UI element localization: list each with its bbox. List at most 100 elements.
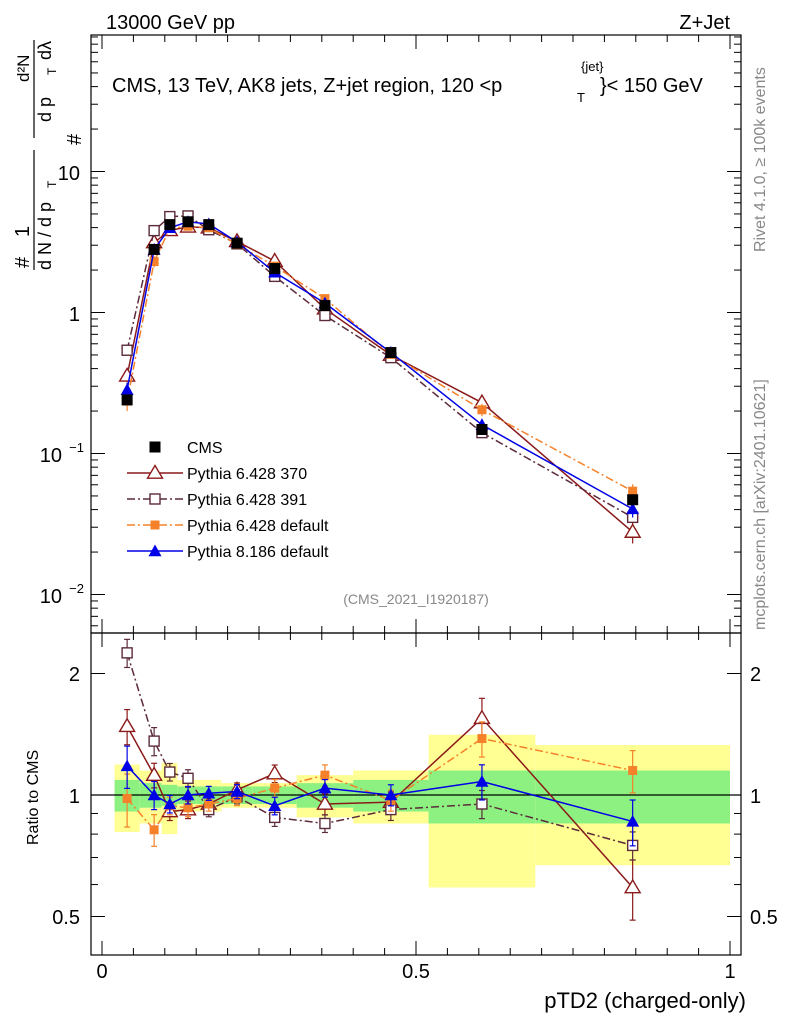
plot-title-tail: }< 150 GeV [600, 75, 704, 97]
svg-text:d²N: d²N [14, 55, 33, 82]
ratio-point-3-3 [181, 788, 195, 801]
main-series-2 [122, 221, 638, 500]
svg-text:#: # [12, 256, 34, 268]
svg-text:d p: d p [35, 97, 55, 122]
ratio-point-3-2 [163, 797, 177, 810]
header-process: Z+Jet [679, 12, 730, 34]
ratio-point-3-7 [318, 781, 332, 794]
y-axis-label-ratio: Ratio to CMS [25, 750, 42, 845]
main-line-1 [126, 215, 634, 519]
y-tick-0.1-exp: −1 [69, 440, 84, 455]
main-point-2-1 [149, 257, 159, 267]
x-tick-0: 0 [96, 961, 107, 983]
cms-point-0 [121, 394, 133, 406]
ratio-point-3-5 [230, 785, 244, 797]
y-tick-10: 10 [58, 163, 80, 185]
ratio-point-0-6 [265, 764, 284, 780]
svg-text:d N / d p: d N / d p [35, 202, 55, 270]
ratio-point-0-1 [145, 766, 163, 782]
ratio-point-2-7 [320, 770, 330, 780]
ratio-point-3-0 [120, 759, 134, 772]
analysis-id: (CMS_2021_I1920187) [343, 591, 489, 607]
ratio-point-1-0 [121, 647, 133, 659]
ratio-tick-2-left: 2 [69, 664, 80, 686]
main-point-1-7 [319, 309, 331, 322]
legend-entry-0: CMS [149, 440, 223, 457]
axes-frames [90, 34, 742, 956]
main-point-1-1 [148, 224, 160, 237]
main-series-cms [121, 216, 639, 506]
ratio-tick-2-right: 2 [750, 664, 761, 686]
y-tick-1: 1 [69, 304, 80, 326]
x-tick-1: 1 [724, 961, 735, 983]
ratio-point-1-7 [319, 817, 331, 830]
ratio-point-1-2 [164, 766, 176, 778]
ratio-tick-0.5-left: 0.5 [52, 907, 80, 929]
main-plot-series [118, 210, 642, 544]
ratio-series-3 [120, 745, 640, 847]
ratio-line-2 [126, 737, 633, 832]
main-point-0-0 [118, 367, 136, 382]
legend-label-0: CMS [187, 440, 223, 457]
side-rivet-label: Rivet 4.1.0, ≥ 100k events [752, 67, 769, 252]
svg-text:T: T [45, 67, 59, 75]
cms-point-8 [385, 347, 397, 359]
cms-point-5 [231, 237, 243, 249]
ratio-point-0-7 [316, 795, 334, 810]
side-mcplots-label: mcplots.cern.ch [arXiv:2401.10621] [752, 379, 769, 630]
cms-point-3 [182, 216, 194, 228]
legend-label-3: Pythia 6.428 default [187, 518, 329, 535]
x-tick-0.5: 0.5 [402, 961, 430, 983]
ratio-point-0-0 [118, 717, 136, 733]
cms-point-7 [319, 300, 331, 312]
legend-marker-3 [150, 520, 160, 530]
legend: CMS Pythia 6.428 370 Pythia 6.428 391 Pythi… [127, 440, 329, 561]
ratio-point-3-9 [475, 775, 489, 787]
legend-marker-1 [146, 464, 164, 479]
main-line-2 [126, 225, 634, 492]
y-tick-0.01: 10 [40, 586, 62, 608]
ratio-tick-1-left: 1 [69, 786, 80, 808]
ratio-tick-0.5-right: 0.5 [750, 907, 778, 929]
cms-point-2 [164, 219, 176, 231]
y-tick-0.1: 10 [40, 445, 62, 467]
cms-point-6 [269, 263, 281, 275]
svg-text:dλ: dλ [35, 41, 55, 60]
main-point-3-10 [626, 502, 640, 515]
ratio-point-2-6 [270, 783, 280, 793]
cms-point-4 [203, 219, 215, 231]
legend-entry-1: Pythia 6.428 370 [127, 464, 307, 483]
legend-label-2: Pythia 6.428 391 [187, 492, 307, 509]
ratio-point-2-1 [149, 825, 159, 835]
plot-title-sub: T [577, 90, 585, 105]
legend-marker-0 [149, 441, 161, 453]
svg-text:T: T [45, 180, 59, 188]
ratio-point-2-10 [628, 766, 638, 776]
legend-label-1: Pythia 6.428 370 [187, 466, 307, 483]
legend-entry-2: Pythia 6.428 391 [127, 492, 307, 509]
main-line-0 [126, 226, 634, 533]
main-point-1-0 [121, 344, 133, 356]
ratio-point-2-4 [204, 799, 214, 809]
plot-title: CMS, 13 TeV, AK8 jets, Z+jet region, 120… [112, 75, 502, 97]
legend-marker-2 [149, 493, 161, 505]
ratio-point-2-3 [183, 803, 193, 813]
x-axis-label: pTD2 (charged-only) [544, 988, 746, 1013]
ratio-tick-1-right: 1 [750, 786, 761, 808]
ratio-point-3-1 [147, 788, 161, 801]
cms-point-1 [148, 243, 160, 255]
header-collision: 13000 GeV pp [106, 12, 235, 34]
ratio-point-3-10 [626, 814, 640, 827]
ratio-point-2-0 [122, 794, 132, 804]
legend-entry-3: Pythia 6.428 default [127, 518, 329, 535]
ratio-point-1-1 [148, 735, 160, 747]
main-point-0-10 [623, 523, 642, 538]
ratio-point-0-10 [623, 878, 642, 894]
ratio-point-3-6 [268, 799, 282, 812]
svg-text:1: 1 [12, 226, 34, 237]
legend-marker-4 [148, 544, 162, 557]
ratio-point-1-3 [182, 772, 194, 784]
cms-point-9 [476, 423, 488, 435]
legend-entry-4: Pythia 8.186 default [127, 544, 329, 561]
